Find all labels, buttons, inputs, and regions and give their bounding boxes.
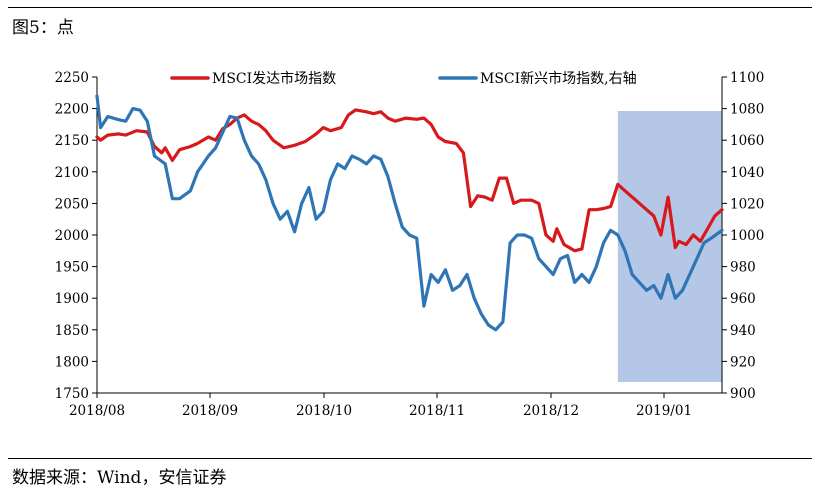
bottom-rule <box>8 458 812 459</box>
chart-axes: 1750 1800 1850 1900 1950 2000 2050 2100 2150 2200… <box>55 70 765 419</box>
highlight-region <box>617 111 722 382</box>
left-tick-label: 1850 <box>55 323 89 339</box>
figure-title: 图5：点 <box>12 18 74 38</box>
x-tick-label: 2018/12 <box>523 403 579 419</box>
right-tick-label: 1100 <box>730 70 764 86</box>
right-tick-label: 1020 <box>730 196 764 212</box>
left-tick-label: 2150 <box>55 133 89 149</box>
series-line-emerging <box>95 94 724 332</box>
x-tick-label: 2018/09 <box>182 403 238 419</box>
right-tick-label: 1000 <box>730 228 764 244</box>
legend-label-emerging: MSCI新兴市场指数,右轴 <box>480 70 637 87</box>
left-tick-label: 2100 <box>55 165 89 181</box>
right-tick-label: 920 <box>730 354 756 370</box>
legend-label-developed: MSCI发达市场指数 <box>212 70 336 87</box>
right-tick-label: 1060 <box>730 133 764 149</box>
series-layer <box>95 94 724 332</box>
x-tick-label: 2018/11 <box>409 403 465 419</box>
x-tick-label: 2018/10 <box>296 403 352 419</box>
legend: MSCI发达市场指数 MSCI新兴市场指数,右轴 <box>170 70 637 87</box>
right-tick-label: 1080 <box>730 102 764 118</box>
left-tick-label: 2050 <box>55 196 89 212</box>
series-line-developed <box>95 108 724 253</box>
left-tick-label: 1800 <box>55 354 89 370</box>
left-tick-label: 1950 <box>55 260 89 276</box>
right-tick-label: 940 <box>730 323 756 339</box>
right-tick-label: 900 <box>730 386 756 402</box>
left-tick-label: 1750 <box>55 386 89 402</box>
right-tick-label: 980 <box>730 260 756 276</box>
left-tick-label: 2250 <box>55 70 89 86</box>
left-tick-label: 2000 <box>55 228 89 244</box>
x-tick-label: 2018/08 <box>69 403 125 419</box>
left-tick-label: 2200 <box>55 102 89 118</box>
x-tick-label: 2019/01 <box>636 403 692 419</box>
right-tick-label: 960 <box>730 291 756 307</box>
source-note: 数据来源：Wind，安信证券 <box>12 468 227 488</box>
top-rule <box>8 7 812 8</box>
right-tick-label: 1040 <box>730 165 764 181</box>
left-tick-label: 1900 <box>55 291 89 307</box>
